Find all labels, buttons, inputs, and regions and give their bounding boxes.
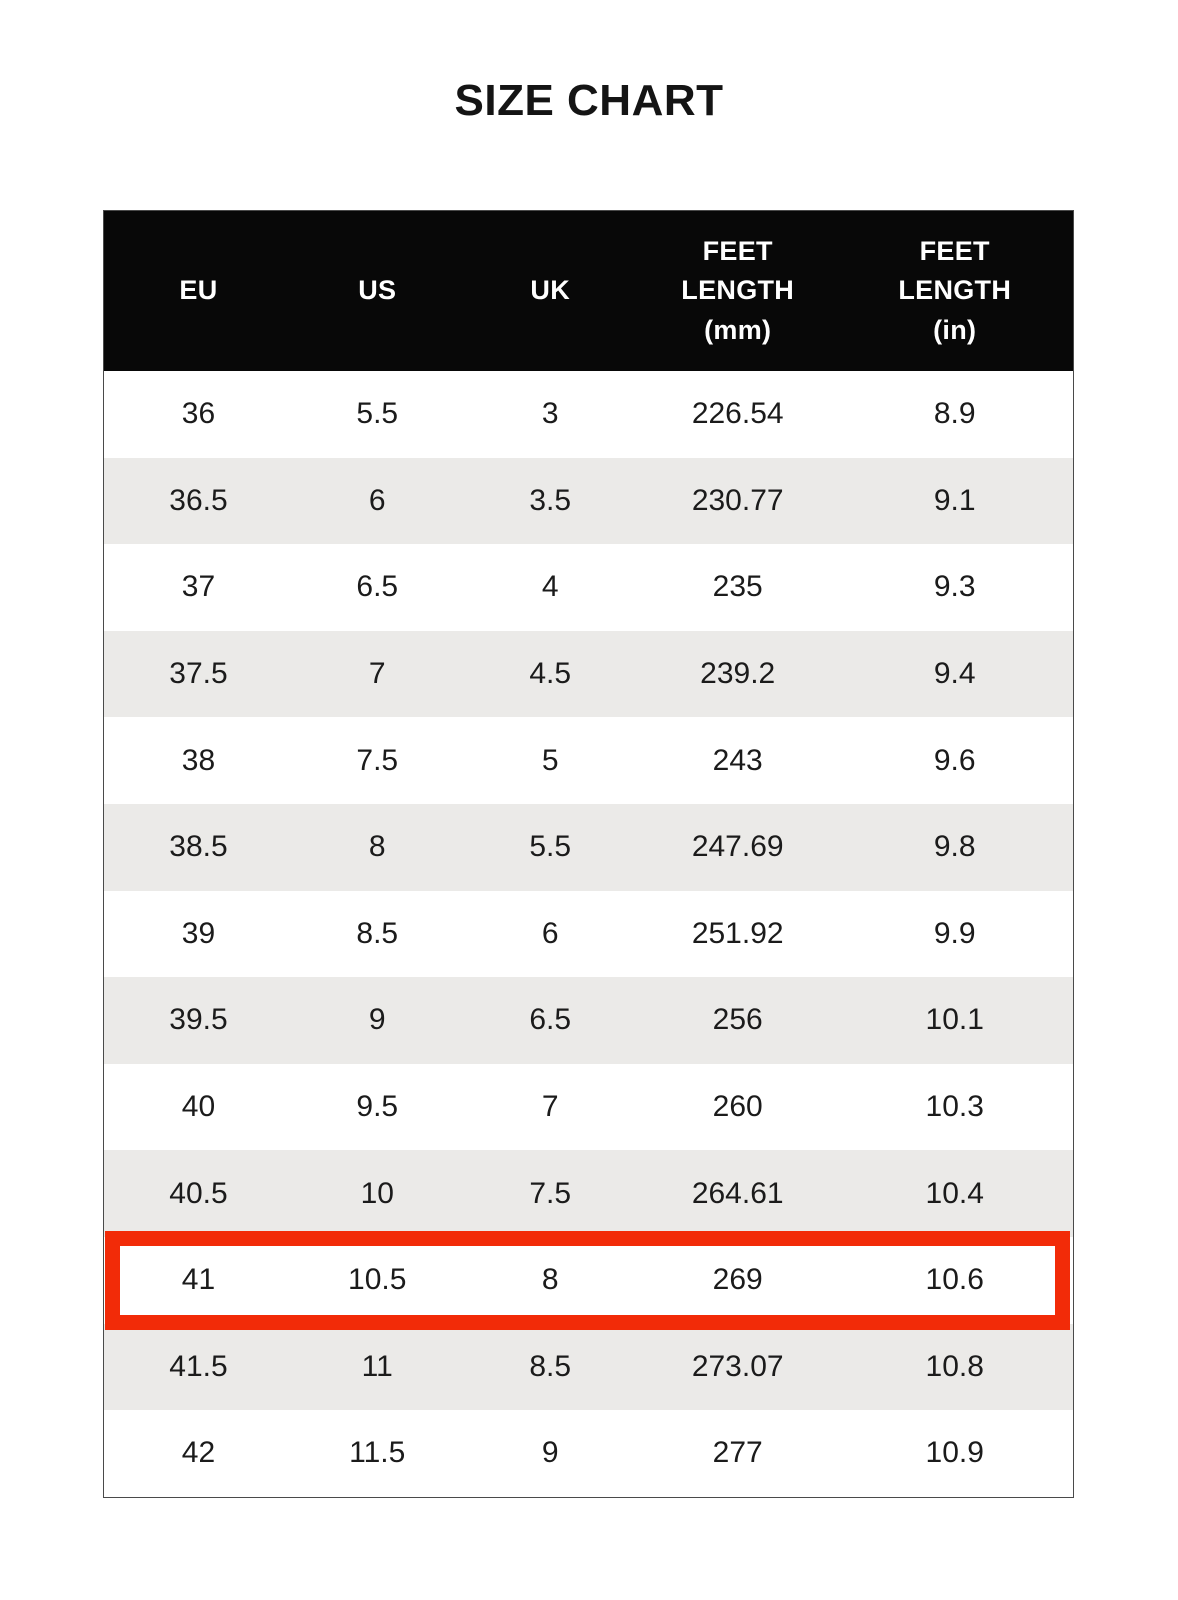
table-cell: 4 [541, 570, 559, 604]
table-cell: 9.5 [356, 1090, 399, 1124]
table-cell: 36.5 [169, 483, 228, 517]
table-cell: 37.5 [169, 657, 228, 691]
table-cell: 9.9 [933, 916, 976, 950]
table-cell: 3.5 [529, 483, 572, 517]
table-cell: 9.4 [933, 657, 976, 691]
column-header: US [358, 275, 397, 306]
table-row: 37 6.5 4 235 9.3 [104, 544, 1073, 631]
table-row: 39.5 9 6.5 256 10.1 [104, 977, 1073, 1064]
table-cell: 264.61 [691, 1176, 784, 1210]
table-cell: 10.1 [925, 1003, 984, 1037]
table-cell: 8.5 [529, 1349, 572, 1383]
table-row: 42 11.5 9 277 10.9 [104, 1410, 1073, 1497]
table-cell: 38.5 [169, 830, 228, 864]
table-cell: 239.2 [700, 657, 776, 691]
table-cell: 8 [368, 830, 386, 864]
table-row: 41.5 11 8.5 273.07 10.8 [104, 1323, 1073, 1411]
table-cell: 36 [181, 397, 216, 431]
table-cell: 260 [712, 1090, 763, 1124]
table-cell: 41.5 [169, 1349, 228, 1383]
table-cell: 230.77 [691, 483, 784, 517]
table-row: 40.5 10 7.5 264.61 10.4 [104, 1150, 1073, 1237]
table-cell: 10.9 [925, 1436, 984, 1470]
table-cell: 9.3 [933, 570, 976, 604]
table-cell: 39.5 [169, 1003, 228, 1037]
table-cell: 235 [712, 570, 763, 604]
table-cell: 6 [541, 916, 559, 950]
table-cell: 10.3 [925, 1090, 984, 1124]
table-cell: 42 [181, 1436, 216, 1470]
table-cell: 256 [712, 1003, 763, 1037]
size-chart-table: EU US UK FEET LENGTH (mm) FEET LENGTH (i… [103, 210, 1074, 1498]
table-cell: 5.5 [356, 397, 399, 431]
table-cell: 5 [541, 743, 559, 777]
table-cell: 10.6 [925, 1263, 984, 1297]
table-row: 36 5.5 3 226.54 8.9 [104, 371, 1073, 458]
table-cell: 37 [181, 570, 216, 604]
table-cell: 8 [541, 1263, 559, 1297]
table-cell: 38 [181, 743, 216, 777]
table-cell: 6.5 [529, 1003, 572, 1037]
table-cell: 40 [181, 1090, 216, 1124]
table-cell: 9.8 [933, 830, 976, 864]
table-row: 38 7.5 5 243 9.6 [104, 717, 1073, 804]
table-cell: 10 [360, 1176, 394, 1210]
table-cell: 269 [712, 1263, 763, 1297]
table-cell: 8.5 [356, 916, 399, 950]
table-cell: 226.54 [691, 397, 784, 431]
table-cell: 7 [368, 657, 386, 691]
table-cell: 11 [361, 1349, 393, 1383]
table-cell: 41 [181, 1263, 216, 1297]
page-title: SIZE CHART [454, 76, 724, 125]
table-cell: 10.8 [925, 1349, 984, 1383]
table-cell: 4.5 [529, 657, 572, 691]
table-cell: 39 [181, 916, 216, 950]
table-cell: 8.9 [933, 397, 976, 431]
table-row-highlighted: 41 10.5 8 269 10.6 [104, 1230, 1073, 1330]
table-row: 38.5 8 5.5 247.69 9.8 [104, 803, 1073, 891]
table-row: 39 8.5 6 251.92 9.9 [104, 890, 1073, 978]
table-body: 36 5.5 3 226.54 8.9 36.5 6 3.5 230.77 9.… [104, 371, 1073, 1497]
column-header: EU [179, 275, 218, 306]
table-cell: 10.5 [348, 1263, 407, 1297]
table-cell: 247.69 [691, 830, 784, 864]
table-row: 36.5 6 3.5 230.77 9.1 [104, 457, 1073, 545]
table-cell: 9.6 [933, 743, 976, 777]
table-cell: 3 [541, 397, 559, 431]
table-cell: 7.5 [356, 743, 399, 777]
table-cell: 273.07 [691, 1349, 784, 1383]
table-cell: 40.5 [169, 1176, 228, 1210]
column-header: FEET LENGTH (in) [898, 236, 1012, 345]
column-header: UK [530, 275, 570, 306]
table-row: 37.5 7 4.5 239.2 9.4 [104, 630, 1073, 718]
table-cell: 7.5 [529, 1176, 572, 1210]
table-cell: 6.5 [356, 570, 399, 604]
table-cell: 9 [368, 1003, 386, 1037]
table-cell: 243 [712, 743, 763, 777]
table-cell: 6 [368, 483, 386, 517]
table-cell: 277 [712, 1436, 763, 1470]
table-cell: 7 [541, 1090, 559, 1124]
column-header: FEET LENGTH (mm) [681, 236, 795, 345]
table-cell: 9 [541, 1436, 559, 1470]
table-cell: 11.5 [349, 1436, 406, 1470]
table-cell: 5.5 [529, 830, 572, 864]
table-cell: 9.1 [933, 483, 976, 517]
table-cell: 251.92 [691, 916, 784, 950]
table-header-row: EU US UK FEET LENGTH (mm) FEET LENGTH (i… [104, 211, 1073, 371]
table-row: 40 9.5 7 260 10.3 [104, 1063, 1073, 1151]
table-cell: 10.4 [925, 1176, 984, 1210]
